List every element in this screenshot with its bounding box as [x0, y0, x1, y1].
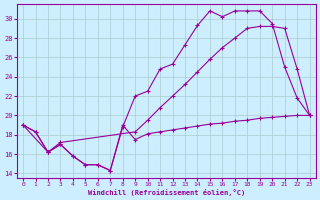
X-axis label: Windchill (Refroidissement éolien,°C): Windchill (Refroidissement éolien,°C) [88, 189, 245, 196]
